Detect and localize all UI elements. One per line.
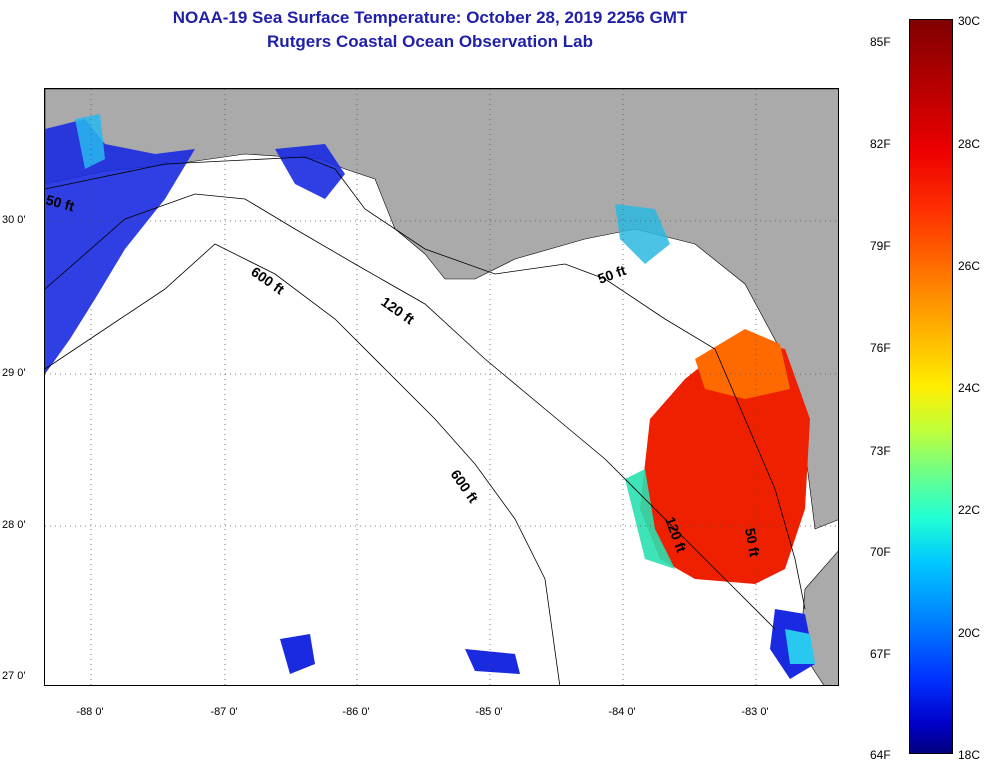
- contour-label-50-east: 50 ft: [596, 262, 629, 287]
- lat-label-30: 30 0': [2, 214, 26, 226]
- cbar-c-22: 22C: [958, 503, 981, 517]
- contour-label-600-north: 600 ft: [248, 263, 287, 297]
- cbar-f-73: 73F: [870, 444, 891, 458]
- cbar-f-79: 79F: [870, 239, 891, 253]
- lon-label-83: -83 0': [741, 706, 769, 718]
- lon-label-88: -88 0': [76, 706, 104, 718]
- sst-patch-south2: [465, 649, 520, 674]
- cbar-c-28: 28C: [958, 137, 981, 151]
- cbar-f-64: 64F: [870, 748, 891, 762]
- cbar-c-20: 20C: [958, 626, 981, 640]
- chart-subtitle: Rutgers Coastal Ocean Observation Lab: [267, 32, 593, 51]
- chart-title: NOAA-19 Sea Surface Temperature: October…: [172, 8, 688, 27]
- map-canvas: 50 ft 600 ft 120 ft 50 ft 600 ft 120 ft …: [45, 89, 838, 685]
- contour-120ft: [45, 193, 776, 630]
- cbar-c-26: 26C: [958, 259, 981, 273]
- sst-patch-north-east: [615, 204, 670, 264]
- sst-map: 50 ft 600 ft 120 ft 50 ft 600 ft 120 ft …: [44, 88, 839, 686]
- contour-label-120: 120 ft: [378, 293, 417, 327]
- lon-label-84: -84 0': [608, 706, 636, 718]
- sst-patch-south1: [280, 634, 315, 674]
- sst-patch-east-orange: [695, 329, 790, 399]
- contour-label-50-south: 50 ft: [742, 527, 763, 558]
- cbar-f-85: 85F: [870, 35, 891, 49]
- cbar-f-82: 82F: [870, 137, 891, 151]
- contour-label-50-west: 50 ft: [45, 191, 76, 214]
- cbar-c-18: 18C: [958, 748, 981, 762]
- cbar-c-24: 24C: [958, 381, 981, 395]
- contour-600ft: [45, 243, 561, 685]
- cbar-f-67: 67F: [870, 647, 891, 661]
- lat-label-27: 27 0': [2, 670, 26, 682]
- cbar-f-70: 70F: [870, 545, 891, 559]
- lon-label-85: -85 0': [475, 706, 503, 718]
- lon-label-87: -87 0': [210, 706, 238, 718]
- contour-label-600-south: 600 ft: [448, 467, 482, 506]
- land-mass: [45, 89, 838, 530]
- sst-patch-sw-florida-cyan: [785, 629, 815, 664]
- lon-label-86: -86 0': [342, 706, 370, 718]
- lat-label-29: 29 0': [2, 367, 26, 379]
- cbar-c-30: 30C: [958, 14, 981, 28]
- sst-patch-east-cyan: [625, 469, 675, 569]
- sst-patch-west-cyan: [75, 114, 105, 169]
- contour-50ft: [45, 156, 806, 610]
- lat-label-28: 28 0': [2, 519, 26, 531]
- cbar-f-76: 76F: [870, 341, 891, 355]
- sst-patch-east-warm: [640, 339, 810, 584]
- sst-patch-west: [45, 119, 195, 374]
- colorbar: [909, 19, 953, 754]
